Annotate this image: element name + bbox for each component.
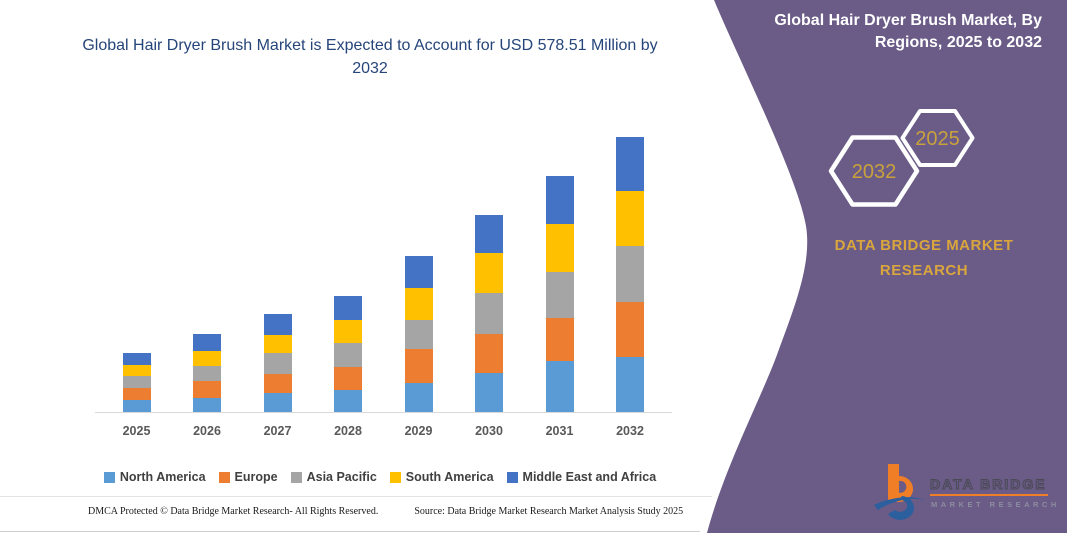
bar-segment-europe bbox=[122, 387, 151, 401]
legend-item-north-america: North America bbox=[103, 470, 206, 484]
bar-segment-north-america bbox=[334, 389, 362, 412]
bar-segment-north-america bbox=[122, 400, 151, 412]
hexagon-2032-badge: 2032 bbox=[828, 135, 920, 207]
stacked-bar-2025 bbox=[122, 353, 151, 412]
bar-segment-south-america bbox=[616, 191, 644, 246]
bar-segment-north-america bbox=[263, 393, 292, 412]
bar-segment-middle-east-and-africa bbox=[616, 136, 644, 192]
bar-segment-europe bbox=[404, 349, 433, 383]
bar-segment-middle-east-and-africa bbox=[193, 334, 221, 352]
x-axis-label-2030: 2030 bbox=[475, 424, 503, 438]
legend-label: Middle East and Africa bbox=[522, 470, 657, 484]
bottom-edge-rule bbox=[0, 531, 700, 532]
stacked-bar-2029 bbox=[404, 255, 433, 412]
bar-segment-south-america bbox=[334, 319, 362, 344]
legend-item-europe: Europe bbox=[218, 470, 278, 484]
legend-label: Asia Pacific bbox=[306, 470, 377, 484]
panel-title: Global Hair Dryer Brush Market, By Regio… bbox=[774, 12, 1042, 52]
x-axis-label-2032: 2032 bbox=[616, 424, 644, 438]
hexagon-2032-label: 2032 bbox=[852, 161, 897, 183]
stacked-bar-2028 bbox=[334, 296, 362, 412]
stacked-bar-2030 bbox=[475, 214, 503, 412]
bar-segment-north-america bbox=[475, 372, 503, 412]
bar-segment-europe bbox=[193, 381, 221, 398]
bar-segment-south-america bbox=[475, 253, 503, 293]
brand-text: DATA BRIDGE MARKET RESEARCH bbox=[834, 237, 1014, 279]
legend-swatch-icon bbox=[103, 471, 115, 483]
legend-swatch-icon bbox=[290, 471, 302, 483]
legend-item-south-america: South America bbox=[389, 470, 494, 484]
bar-segment-europe bbox=[475, 333, 503, 373]
x-axis-label-2025: 2025 bbox=[122, 424, 151, 438]
hexagon-badges: 2025 2032 bbox=[828, 109, 975, 207]
bar-segment-middle-east-and-africa bbox=[122, 353, 151, 365]
legend-item-middle-east-and-africa: Middle East and Africa bbox=[506, 470, 657, 484]
stacked-bar-2026 bbox=[193, 334, 221, 412]
legend-label: Europe bbox=[234, 470, 278, 484]
hexagon-2025-badge: 2025 bbox=[900, 109, 975, 167]
legend-label: South America bbox=[405, 470, 494, 484]
bar-segment-north-america bbox=[404, 382, 433, 412]
bar-segment-europe bbox=[334, 366, 362, 390]
bar-segment-north-america bbox=[545, 360, 574, 412]
bar-segment-south-america bbox=[263, 335, 292, 354]
bar-segment-south-america bbox=[122, 364, 151, 377]
bar-segment-middle-east-and-africa bbox=[404, 255, 433, 288]
bar-segment-south-america bbox=[193, 351, 221, 367]
legend-swatch-icon bbox=[218, 471, 230, 483]
bar-segment-asia-pacific bbox=[545, 271, 574, 318]
data-bridge-logo: DATA BRIDGE MARKET RESEARCH bbox=[868, 460, 1060, 522]
x-axis-label-2026: 2026 bbox=[193, 424, 221, 438]
bar-segment-europe bbox=[545, 317, 574, 361]
bar-segment-asia-pacific bbox=[193, 366, 221, 382]
bar-segment-north-america bbox=[616, 357, 644, 412]
legend-item-asia-pacific: Asia Pacific bbox=[290, 470, 377, 484]
bar-segment-asia-pacific bbox=[334, 343, 362, 367]
bar-segment-south-america bbox=[545, 224, 574, 272]
bar-segment-asia-pacific bbox=[404, 319, 433, 350]
x-axis-line bbox=[95, 412, 672, 413]
dmca-text: DMCA Protected © Data Bridge Market Rese… bbox=[88, 506, 379, 517]
data-bridge-logo-icon bbox=[874, 464, 924, 520]
hexagon-2025-icon bbox=[900, 109, 975, 167]
stacked-bar-2027 bbox=[263, 314, 292, 412]
source-text: Source: Data Bridge Market Research Mark… bbox=[414, 506, 684, 517]
legend-swatch-icon bbox=[506, 471, 518, 483]
logo-subtext: MARKET RESEARCH bbox=[931, 500, 1060, 509]
bar-segment-middle-east-and-africa bbox=[545, 176, 574, 225]
hexagon-2025-label: 2025 bbox=[915, 128, 960, 150]
x-axis-label-2029: 2029 bbox=[404, 424, 433, 438]
bar-segment-asia-pacific bbox=[263, 353, 292, 374]
x-axis-label-2031: 2031 bbox=[545, 424, 574, 438]
chart-legend: North America Europe Asia Pacific South Ame… bbox=[80, 470, 680, 484]
x-axis-label-2027: 2027 bbox=[263, 424, 292, 438]
bar-segment-south-america bbox=[404, 287, 433, 320]
hexagon-2032-icon bbox=[828, 135, 920, 207]
bar-segment-asia-pacific bbox=[475, 292, 503, 334]
footer-top-rule bbox=[0, 496, 712, 497]
logo-wordmark: DATA BRIDGE bbox=[930, 476, 1048, 496]
bar-segment-middle-east-and-africa bbox=[475, 214, 503, 254]
stacked-bar-2032 bbox=[616, 136, 644, 412]
bar-segment-europe bbox=[263, 373, 292, 394]
bar-segment-asia-pacific bbox=[122, 376, 151, 388]
bar-segment-middle-east-and-africa bbox=[334, 296, 362, 320]
legend-label: North America bbox=[119, 470, 206, 484]
bar-segment-middle-east-and-africa bbox=[263, 314, 292, 336]
chart-title: Global Hair Dryer Brush Market is Expect… bbox=[82, 37, 658, 78]
bar-segment-asia-pacific bbox=[616, 245, 644, 303]
footer: DMCA Protected © Data Bridge Market Rese… bbox=[88, 506, 688, 517]
bar-segment-north-america bbox=[193, 397, 221, 412]
legend-swatch-icon bbox=[389, 471, 401, 483]
x-axis-label-2028: 2028 bbox=[334, 424, 362, 438]
stacked-bar-2031 bbox=[545, 176, 574, 412]
bar-segment-europe bbox=[616, 302, 644, 358]
